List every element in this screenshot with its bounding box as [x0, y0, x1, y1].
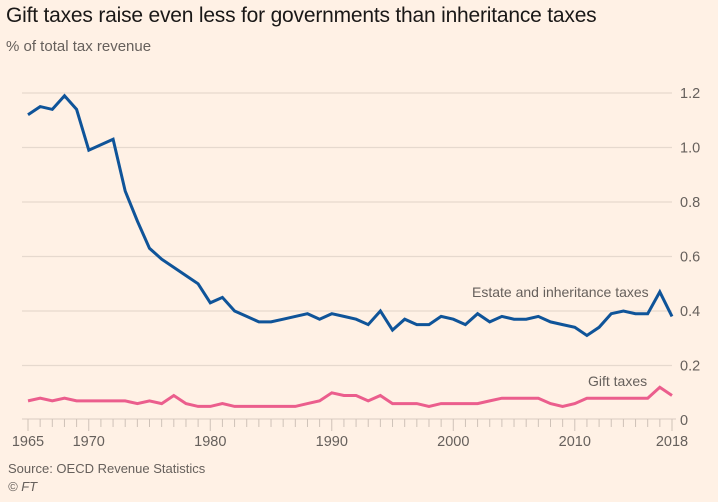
gridlines — [22, 92, 672, 367]
series-labels: Estate and inheritance taxes Gift taxes — [472, 284, 649, 389]
x-tick-label: 1970 — [73, 434, 105, 450]
chart-title: Gift taxes raise even less for governmen… — [6, 4, 597, 27]
y-axis: 0 0.2 0.4 0.6 0.8 1.0 1.2 — [680, 86, 700, 429]
source-note: Source: OECD Revenue Statistics © FT — [8, 460, 205, 496]
y-tick-label: 0.8 — [680, 195, 700, 211]
x-tick-label: 1980 — [194, 434, 226, 450]
y-tick-label: 0.4 — [680, 304, 700, 320]
x-tick-label: 2010 — [559, 434, 591, 450]
chart-subtitle: % of total tax revenue — [6, 38, 152, 55]
source-text: Source: OECD Revenue Statistics — [8, 461, 206, 476]
x-tick-label: 1965 — [12, 434, 44, 450]
x-tick-label: 2018 — [656, 434, 688, 450]
y-tick-label: 1.2 — [680, 86, 700, 102]
series-label-estate-inheritance: Estate and inheritance taxes — [472, 284, 649, 300]
x-tick-label: 1990 — [316, 434, 348, 450]
y-tick-label: 0.6 — [680, 250, 700, 266]
copyright-text: © FT — [8, 479, 38, 494]
y-tick-label: 0 — [680, 413, 688, 429]
gift-taxes-line — [27, 385, 673, 408]
x-tick-label: 2000 — [437, 434, 469, 450]
y-tick-label: 0.2 — [680, 359, 700, 375]
estate-inheritance-taxes-line — [27, 93, 674, 338]
y-tick-label: 1.0 — [680, 141, 700, 157]
series — [27, 93, 674, 408]
x-axis: 1965 1970 1980 1990 2000 2010 2018 — [12, 418, 688, 450]
series-label-gift: Gift taxes — [588, 373, 647, 389]
